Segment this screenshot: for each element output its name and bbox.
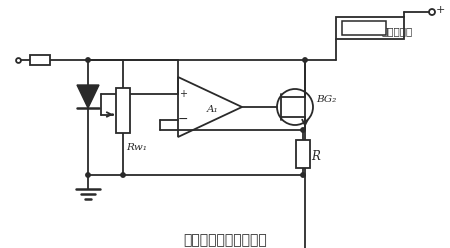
Circle shape	[86, 173, 90, 177]
Circle shape	[121, 173, 125, 177]
Bar	[336, 17, 404, 39]
Text: Rw₁: Rw₁	[126, 143, 147, 152]
Circle shape	[86, 58, 90, 62]
Text: 空心阴极灯: 空心阴极灯	[382, 26, 413, 36]
Bar	[342, 21, 386, 35]
Text: R: R	[311, 150, 320, 162]
Circle shape	[301, 173, 305, 177]
Polygon shape	[77, 85, 99, 108]
Text: BG₂: BG₂	[316, 94, 336, 103]
Text: −: −	[178, 113, 188, 126]
Bar	[116, 88, 130, 133]
Bar	[296, 140, 310, 168]
Circle shape	[303, 58, 307, 62]
Circle shape	[429, 9, 435, 15]
Text: +: +	[179, 89, 187, 99]
Text: 空心阴极灯的恒流电源: 空心阴极灯的恒流电源	[183, 233, 267, 247]
Bar	[30, 55, 50, 65]
Circle shape	[301, 128, 305, 132]
Text: +: +	[436, 5, 446, 15]
Text: A₁: A₁	[207, 105, 219, 115]
